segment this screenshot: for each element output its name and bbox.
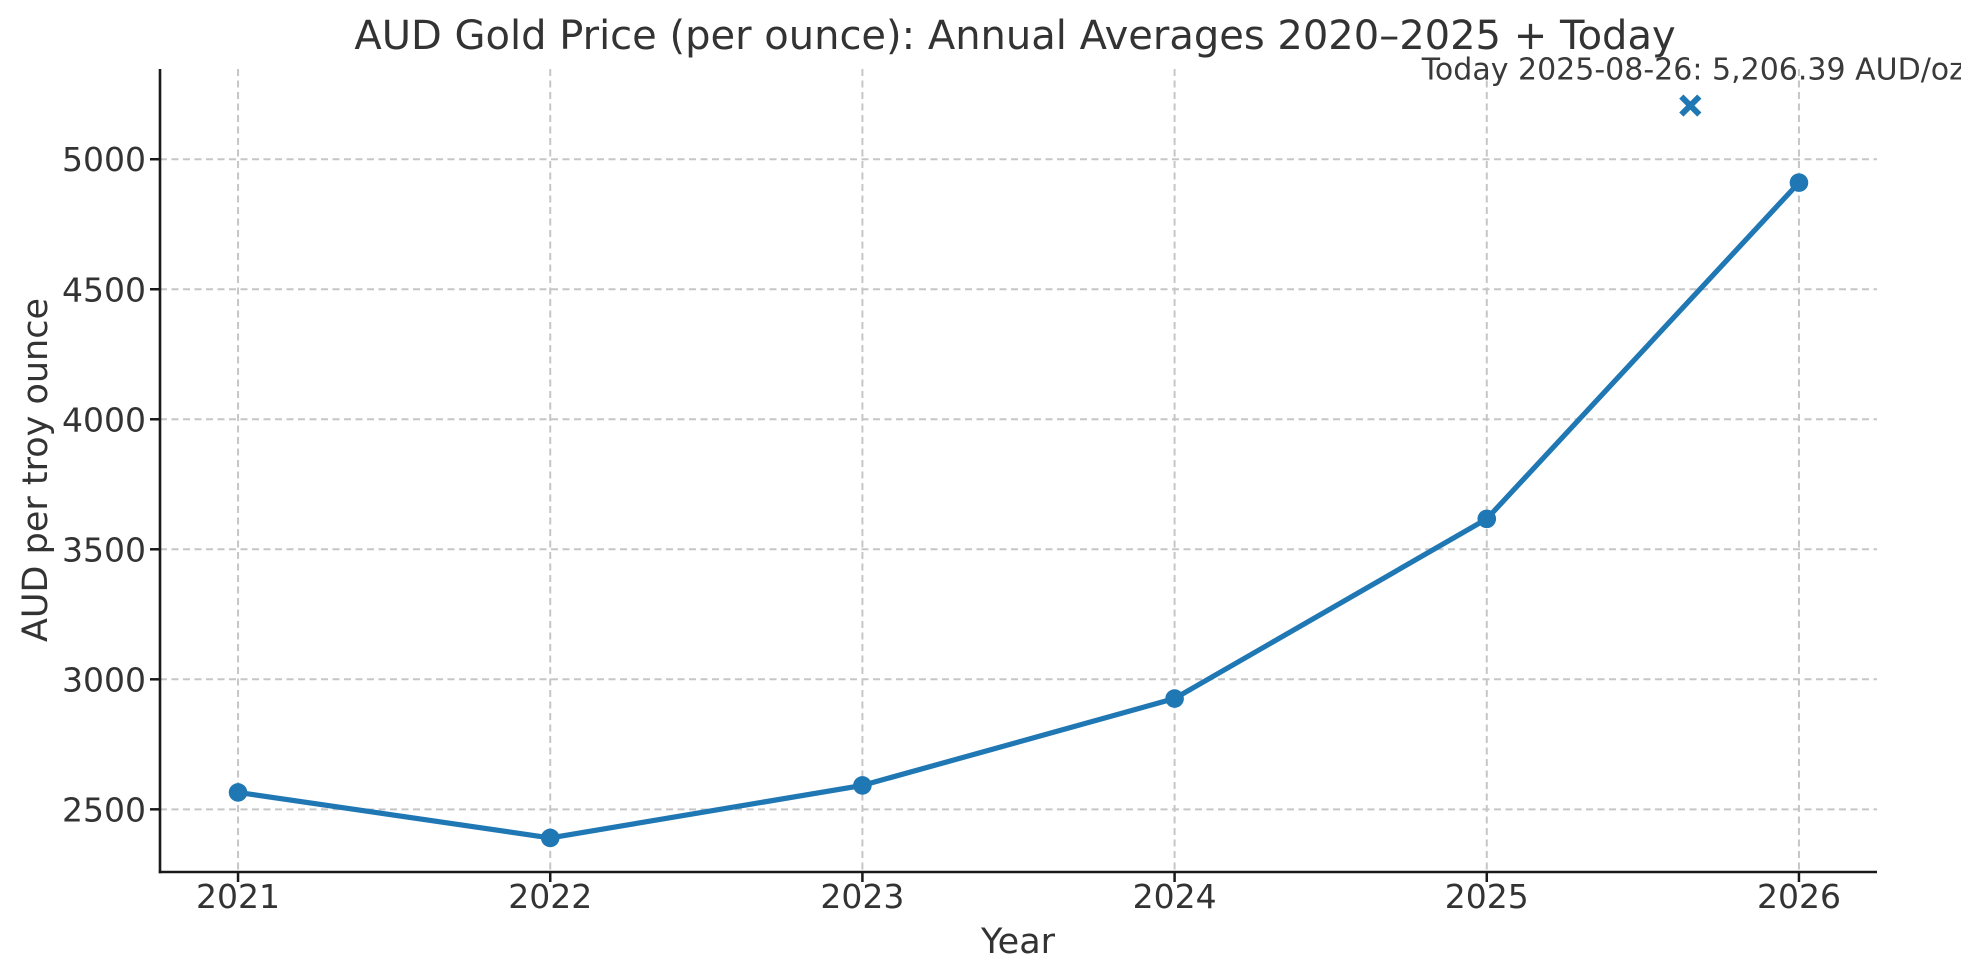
tick-label-layer: 2021 2022 2023 2024 2025 2026 2500 3000 3500 4000… <box>62 140 1841 916</box>
x-tick-label: 2025 <box>1445 877 1529 916</box>
chart-title: AUD Gold Price (per ounce): Annual Avera… <box>354 13 1675 59</box>
x-tick-label: 2023 <box>820 877 904 916</box>
today-annotation: Today 2025-08-26: 5,206.39 AUD/oz <box>1421 53 1961 88</box>
y-tick-label: 2500 <box>62 790 146 829</box>
data-point-marker <box>1477 509 1497 529</box>
series-layer <box>228 94 1809 848</box>
y-tick-label: 4000 <box>62 400 146 439</box>
x-tick-label: 2021 <box>196 877 280 916</box>
grid-layer <box>160 69 1877 872</box>
y-tick-label: 3500 <box>62 530 146 569</box>
price-line <box>235 180 1802 841</box>
x-tick-label: 2024 <box>1133 877 1217 916</box>
axis-layer <box>150 69 1877 882</box>
data-point-marker <box>1789 173 1809 192</box>
y-axis-label: AUD per troy ounce <box>16 298 56 642</box>
x-tick-label: 2022 <box>508 877 592 916</box>
x-axis-label: Year <box>980 922 1056 962</box>
data-point-marker <box>1165 689 1184 708</box>
data-point-marker <box>540 828 560 848</box>
y-tick-label: 5000 <box>62 140 146 179</box>
data-point-marker <box>228 783 248 802</box>
y-tick-label: 3000 <box>62 660 146 699</box>
today-x-marker <box>1679 94 1702 117</box>
data-point-marker <box>853 776 872 795</box>
y-tick-label: 4500 <box>62 270 146 309</box>
x-tick-label: 2026 <box>1757 877 1841 916</box>
plot-area <box>160 69 1877 872</box>
annotation-layer: Today 2025-08-26: 5,206.39 AUD/oz <box>1421 53 1961 88</box>
